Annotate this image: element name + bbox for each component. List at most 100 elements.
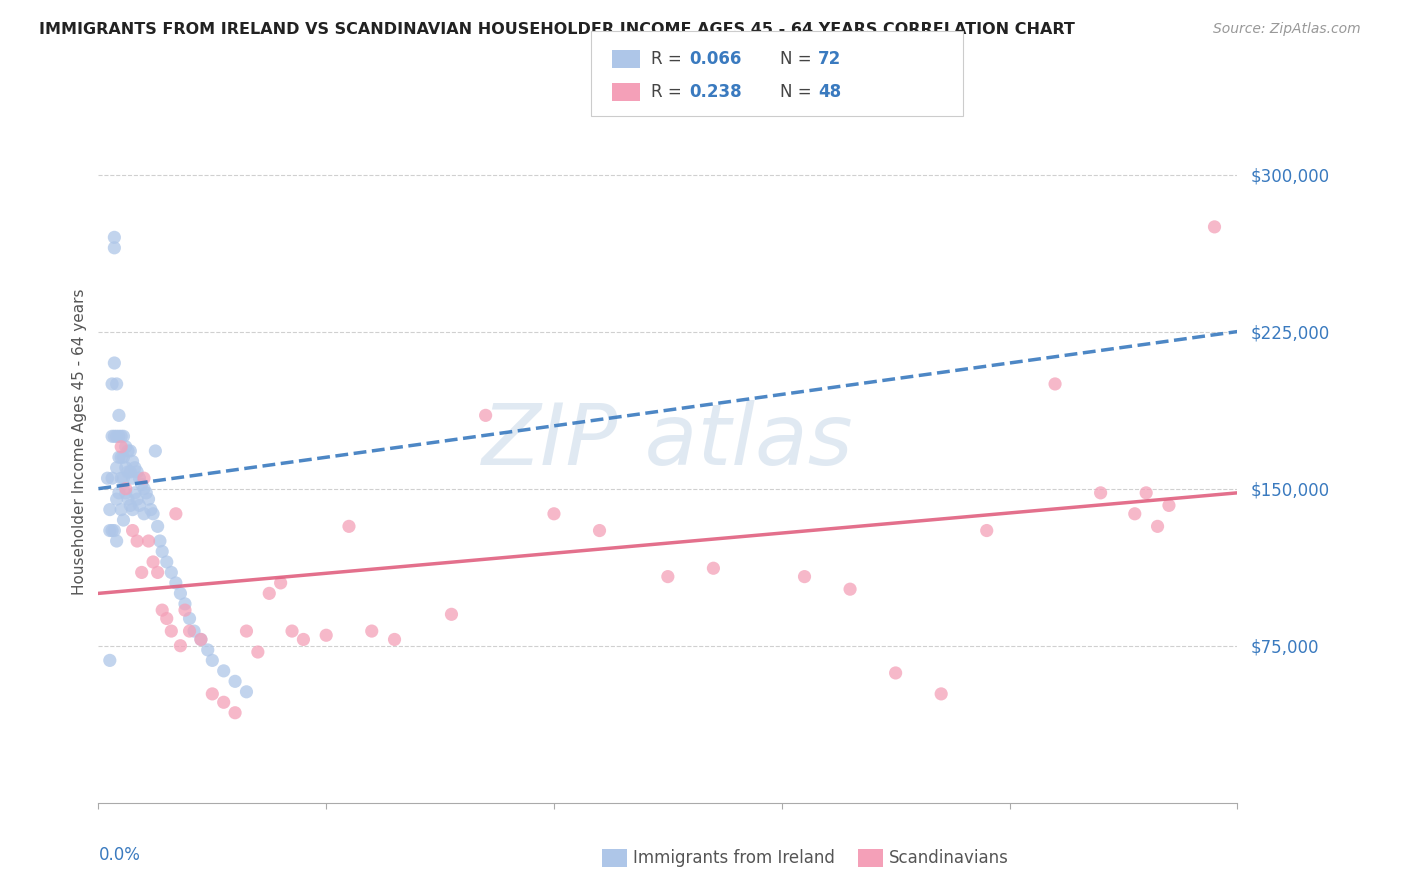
Point bbox=[224, 706, 246, 720]
Point bbox=[110, 450, 132, 465]
Text: 48: 48 bbox=[818, 83, 841, 101]
Text: R =: R = bbox=[651, 83, 688, 101]
Point bbox=[127, 465, 149, 479]
Point bbox=[121, 471, 143, 485]
Point bbox=[235, 685, 257, 699]
Point bbox=[179, 624, 201, 638]
Point bbox=[98, 502, 121, 516]
Point bbox=[117, 444, 139, 458]
Point bbox=[108, 450, 131, 465]
Point bbox=[1090, 486, 1112, 500]
Text: N =: N = bbox=[780, 50, 817, 68]
Point bbox=[212, 664, 235, 678]
Point bbox=[150, 603, 173, 617]
Point bbox=[259, 586, 281, 600]
Point bbox=[105, 429, 128, 443]
Point bbox=[156, 611, 179, 625]
Text: 0.0%: 0.0% bbox=[98, 847, 141, 864]
Point bbox=[884, 665, 907, 680]
Point bbox=[142, 507, 165, 521]
Point bbox=[120, 465, 142, 479]
Point bbox=[1204, 219, 1226, 234]
Text: 0.066: 0.066 bbox=[689, 50, 741, 68]
Point bbox=[120, 444, 142, 458]
Point bbox=[183, 624, 205, 638]
Point bbox=[174, 597, 197, 611]
Point bbox=[108, 429, 131, 443]
Point bbox=[103, 241, 125, 255]
Text: Source: ZipAtlas.com: Source: ZipAtlas.com bbox=[1213, 22, 1361, 37]
Point bbox=[135, 486, 157, 500]
Point bbox=[110, 471, 132, 485]
Point bbox=[132, 482, 155, 496]
Text: Immigrants from Ireland: Immigrants from Ireland bbox=[633, 849, 835, 867]
Point bbox=[146, 566, 169, 580]
Point bbox=[121, 454, 143, 468]
Point bbox=[1135, 486, 1157, 500]
Point bbox=[169, 639, 191, 653]
Point bbox=[127, 534, 149, 549]
Point bbox=[131, 477, 153, 491]
Point bbox=[702, 561, 724, 575]
Point bbox=[105, 460, 128, 475]
Point bbox=[337, 519, 360, 533]
Point bbox=[976, 524, 998, 538]
Point bbox=[108, 486, 131, 500]
Point bbox=[138, 534, 160, 549]
Point bbox=[145, 444, 167, 458]
Point bbox=[142, 555, 165, 569]
Point bbox=[105, 492, 128, 507]
Point bbox=[165, 507, 187, 521]
Point bbox=[101, 524, 124, 538]
Point bbox=[440, 607, 463, 622]
Text: R =: R = bbox=[651, 50, 688, 68]
Point bbox=[112, 450, 135, 465]
Point bbox=[103, 524, 125, 538]
Point bbox=[281, 624, 304, 638]
Point bbox=[146, 519, 169, 533]
Point bbox=[235, 624, 257, 638]
Point bbox=[121, 502, 143, 516]
Point bbox=[149, 534, 172, 549]
Point bbox=[190, 632, 212, 647]
Point bbox=[132, 471, 155, 485]
Point bbox=[793, 569, 815, 583]
Point bbox=[112, 429, 135, 443]
Point bbox=[169, 586, 191, 600]
Point bbox=[105, 534, 128, 549]
Point bbox=[174, 603, 197, 617]
Point bbox=[160, 624, 183, 638]
Point bbox=[315, 628, 337, 642]
Point bbox=[120, 499, 142, 513]
Point bbox=[110, 502, 132, 516]
Point bbox=[132, 507, 155, 521]
Point bbox=[103, 429, 125, 443]
Text: N =: N = bbox=[780, 83, 817, 101]
Point bbox=[1123, 507, 1146, 521]
Point bbox=[103, 230, 125, 244]
Point bbox=[150, 544, 173, 558]
Text: Scandinavians: Scandinavians bbox=[889, 849, 1008, 867]
Point bbox=[139, 502, 162, 516]
Point bbox=[117, 465, 139, 479]
Point bbox=[114, 460, 136, 475]
Point bbox=[128, 499, 150, 513]
Point bbox=[114, 482, 136, 496]
Point bbox=[103, 356, 125, 370]
Point bbox=[839, 582, 862, 597]
Point bbox=[98, 524, 121, 538]
Point bbox=[197, 643, 219, 657]
Point bbox=[112, 513, 135, 527]
Point bbox=[270, 575, 292, 590]
Point bbox=[543, 507, 565, 521]
Text: IMMIGRANTS FROM IRELAND VS SCANDINAVIAN HOUSEHOLDER INCOME AGES 45 - 64 YEARS CO: IMMIGRANTS FROM IRELAND VS SCANDINAVIAN … bbox=[39, 22, 1076, 37]
Point bbox=[224, 674, 246, 689]
Point bbox=[165, 575, 187, 590]
Point bbox=[384, 632, 406, 647]
Point bbox=[124, 460, 146, 475]
Point bbox=[190, 632, 212, 647]
Point bbox=[110, 429, 132, 443]
Point bbox=[114, 486, 136, 500]
Point bbox=[101, 429, 124, 443]
Point bbox=[360, 624, 382, 638]
